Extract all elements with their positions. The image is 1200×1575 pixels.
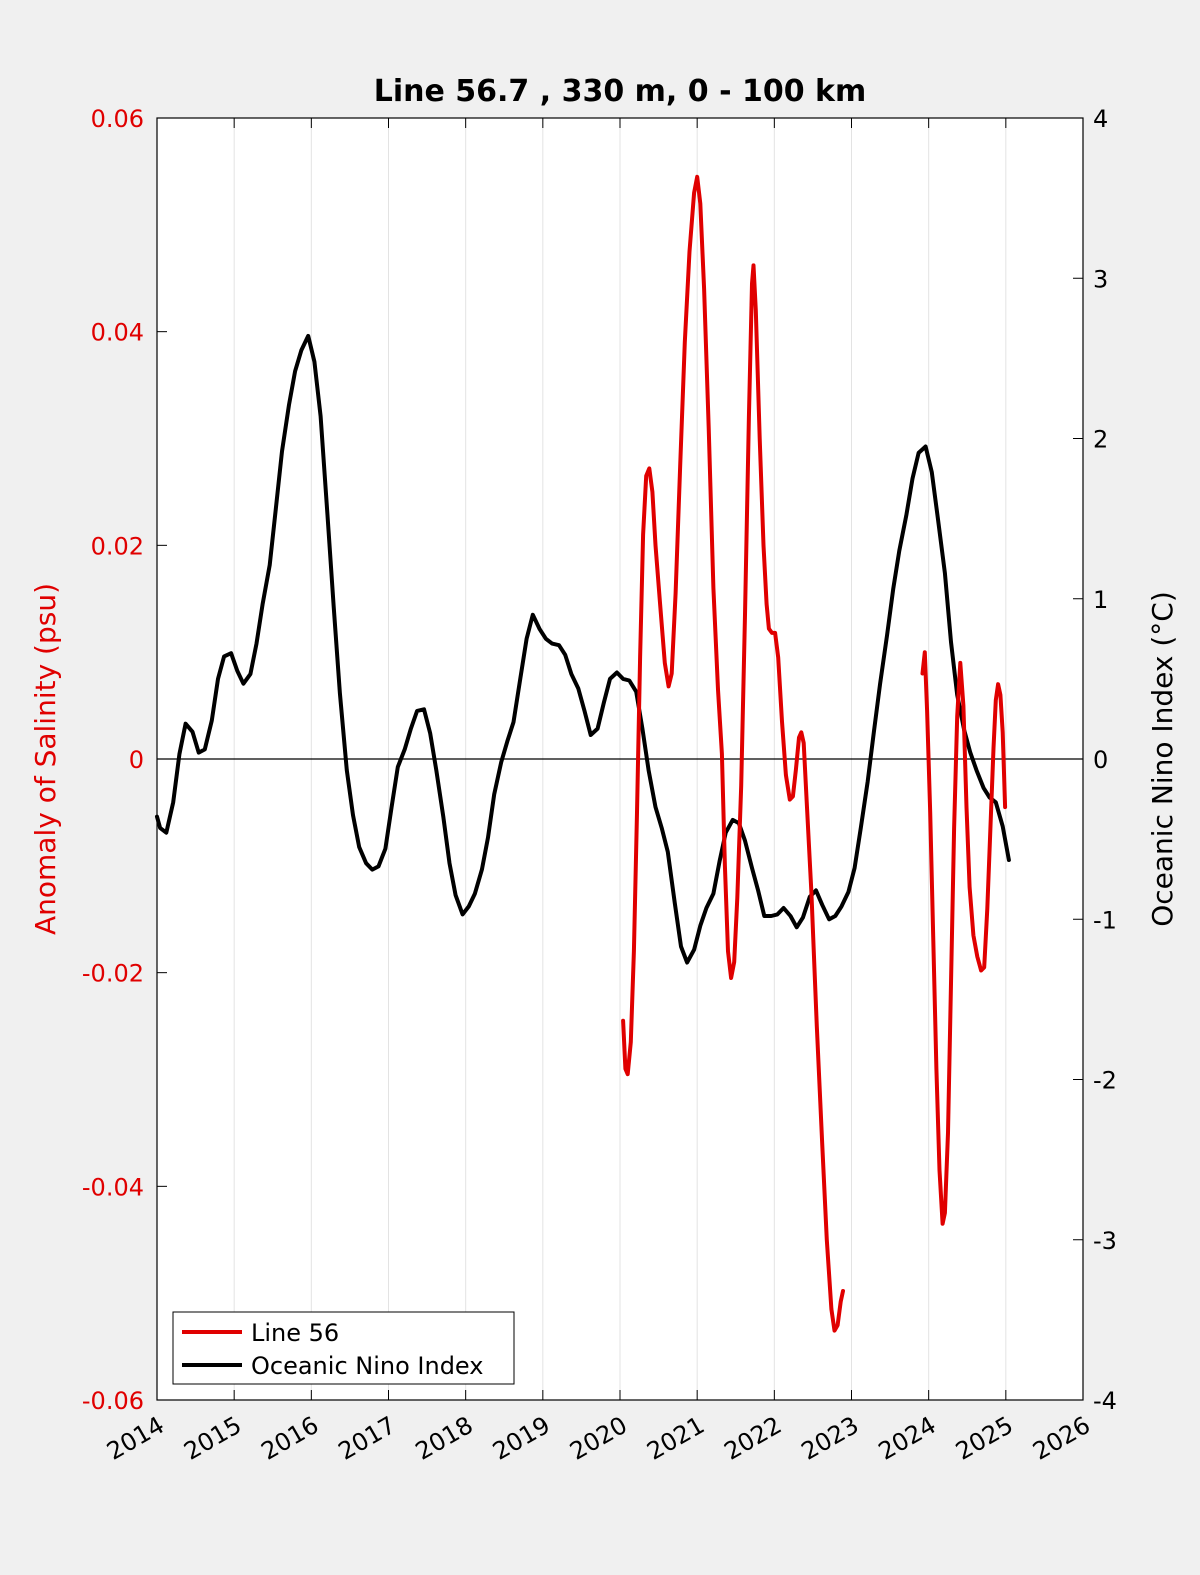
y-tick-label-left: -0.02 [82,960,144,988]
x-tick-label: 2024 [874,1411,941,1466]
y-tick-label-left: 0.06 [91,105,144,133]
x-tick-label: 2020 [565,1411,632,1466]
y-tick-label-right: 4 [1093,105,1108,133]
x-tick-label: 2023 [797,1411,864,1466]
series-line-line56-segment-2 [920,650,1008,1226]
y-tick-label-right: 2 [1093,426,1108,454]
y-tick-label-right: 0 [1093,746,1108,774]
y-axis-label-left: Anomaly of Salinity (psu) [29,583,62,935]
y-tick-label-right: -2 [1093,1067,1117,1095]
legend-label-oni: Oceanic Nino Index [251,1352,483,1380]
series-line-oni [155,333,1011,965]
x-tick-label: 2025 [951,1411,1018,1466]
x-tick-label: 2017 [334,1411,401,1466]
legend-box [172,1311,515,1385]
y-axis-label-right: Oceanic Nino Index (°C) [1146,591,1179,927]
x-tick-label: 2015 [179,1411,246,1466]
y-tick-label-left: 0.04 [91,319,144,347]
x-tick-label: 2019 [488,1411,555,1466]
x-tick-label: 2016 [256,1411,323,1466]
x-tick-label: 2022 [719,1411,786,1466]
chart-title: Line 56.7 , 330 m, 0 - 100 km [374,74,867,109]
y-tick-label-right: -1 [1093,906,1117,934]
y-tick-label-right: -3 [1093,1227,1117,1255]
y-tick-label-right: -4 [1093,1387,1117,1415]
x-tick-label: 2021 [642,1411,709,1466]
legend-label-line56: Line 56 [251,1319,339,1347]
y-tick-label-left: -0.06 [82,1387,144,1415]
y-tick-label-left: 0 [129,746,144,774]
x-tick-label: 2018 [411,1411,478,1466]
y-tick-label-right: 3 [1093,265,1108,293]
y-tick-label-left: -0.04 [82,1173,144,1201]
y-tick-label-right: 1 [1093,586,1108,614]
y-tick-label-left: 0.02 [91,532,144,560]
x-tick-label: 2026 [1028,1411,1095,1466]
legend: Line 56 Oceanic Nino Index [172,1311,515,1385]
x-tick-label: 2014 [102,1411,169,1466]
series-layer [155,174,1011,1333]
series-line-line56-segment-1 [621,174,845,1333]
